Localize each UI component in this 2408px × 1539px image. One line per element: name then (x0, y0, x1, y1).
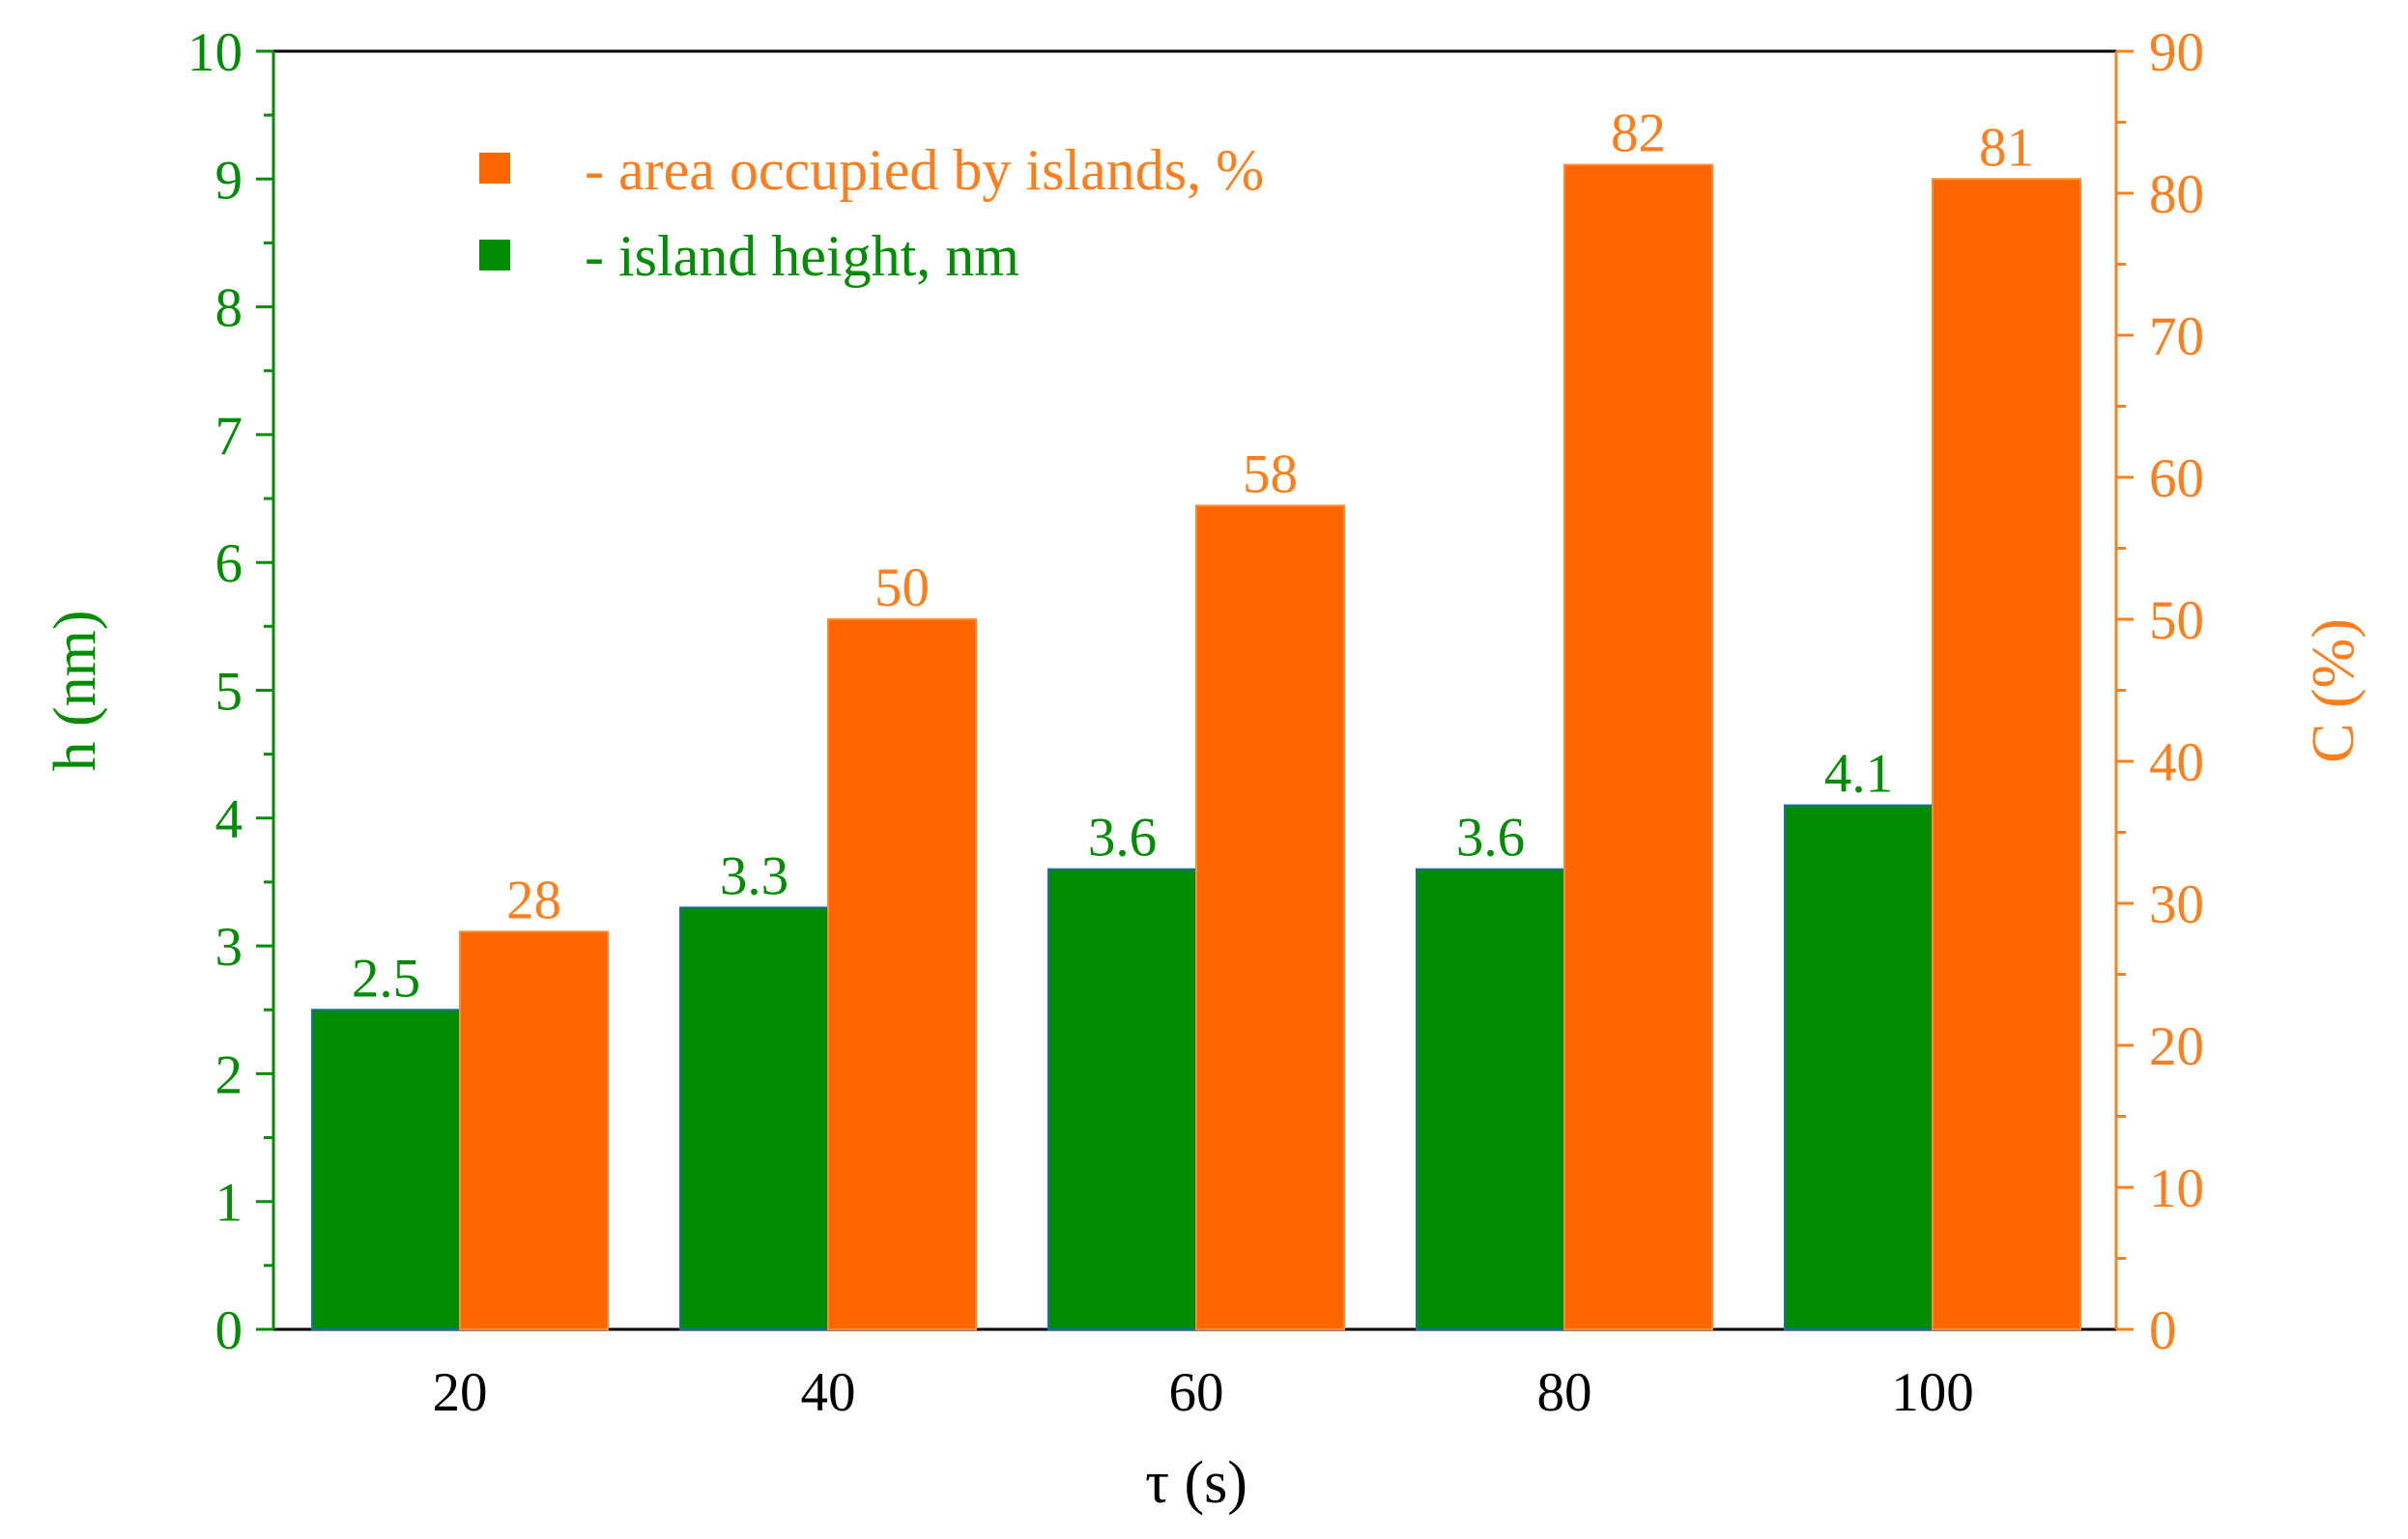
right-tick-label: 90 (2149, 22, 2204, 83)
right-tick-label: 80 (2149, 164, 2204, 225)
data-label-area-40: 50 (874, 557, 930, 618)
right-tick-label: 40 (2149, 732, 2204, 793)
x-tick-label: 80 (1537, 1362, 1592, 1423)
data-label-area-20: 28 (506, 869, 561, 930)
data-label-height-100: 4.1 (1824, 744, 1893, 805)
x-tick-label: 20 (433, 1362, 488, 1423)
right-tick-label: 50 (2149, 590, 2204, 651)
bar-area-100 (1932, 178, 2081, 1330)
left-axis: 0 1 2 3 4 5 6 7 8 9 10 (187, 22, 275, 1361)
data-label-height-80: 3.6 (1456, 808, 1525, 869)
bar-height-40 (679, 906, 829, 1330)
right-axis: 0 10 20 30 40 50 60 70 80 90 (2114, 22, 2204, 1361)
left-tick-label: 10 (187, 22, 243, 83)
x-axis: 20 40 60 80 100 (433, 1362, 1974, 1423)
right-tick-label: 0 (2149, 1300, 2177, 1361)
right-tick-label: 20 (2149, 1016, 2204, 1077)
legend-swatch-area (479, 153, 510, 184)
data-label-area-100: 81 (1979, 117, 2034, 178)
left-tick-label: 3 (215, 917, 244, 978)
left-tick-label: 2 (215, 1044, 244, 1105)
x-axis-title: τ (s) (1145, 1450, 1247, 1516)
left-tick-label: 1 (215, 1173, 244, 1234)
data-label-height-40: 3.3 (720, 845, 788, 906)
right-tick-label: 70 (2149, 306, 2204, 367)
bar-height-60 (1047, 868, 1197, 1330)
left-tick-label: 6 (215, 533, 244, 594)
bar-labels-group: 2.5 28 3.3 50 3.6 58 3.6 82 4.1 81 (352, 103, 2034, 1010)
data-label-height-20: 2.5 (352, 948, 420, 1009)
left-tick-label: 7 (215, 406, 244, 467)
data-label-height-60: 3.6 (1088, 808, 1157, 869)
left-tick-label: 8 (215, 278, 244, 339)
bar-height-100 (1784, 804, 1934, 1330)
right-tick-label: 60 (2149, 448, 2204, 509)
left-tick-label: 5 (215, 662, 244, 723)
legend-label-height: - island height, nm (585, 224, 1019, 288)
right-axis-title: C (%) (2301, 618, 2366, 763)
right-tick-label: 30 (2149, 874, 2204, 935)
bar-area-40 (827, 618, 977, 1330)
legend: - area occupied by islands, % - island h… (479, 138, 1264, 288)
bar-height-20 (311, 1009, 461, 1330)
bars-group (311, 163, 2081, 1331)
x-tick-label: 60 (1169, 1362, 1224, 1423)
right-tick-label: 10 (2149, 1158, 2204, 1219)
bar-area-20 (459, 930, 609, 1331)
data-label-area-80: 82 (1611, 103, 1666, 164)
legend-label-area: - area occupied by islands, % (585, 138, 1264, 202)
left-tick-label: 9 (215, 150, 244, 211)
bar-area-60 (1195, 504, 1345, 1330)
x-tick-label: 100 (1891, 1362, 1974, 1423)
left-tick-label: 0 (215, 1300, 244, 1361)
bar-area-80 (1563, 163, 1713, 1331)
legend-swatch-height (479, 240, 510, 271)
data-label-area-60: 58 (1243, 443, 1298, 504)
left-axis-title: h (nm) (43, 610, 108, 771)
x-tick-label: 40 (801, 1362, 856, 1423)
bar-height-80 (1416, 868, 1565, 1330)
left-tick-label: 4 (215, 789, 244, 850)
